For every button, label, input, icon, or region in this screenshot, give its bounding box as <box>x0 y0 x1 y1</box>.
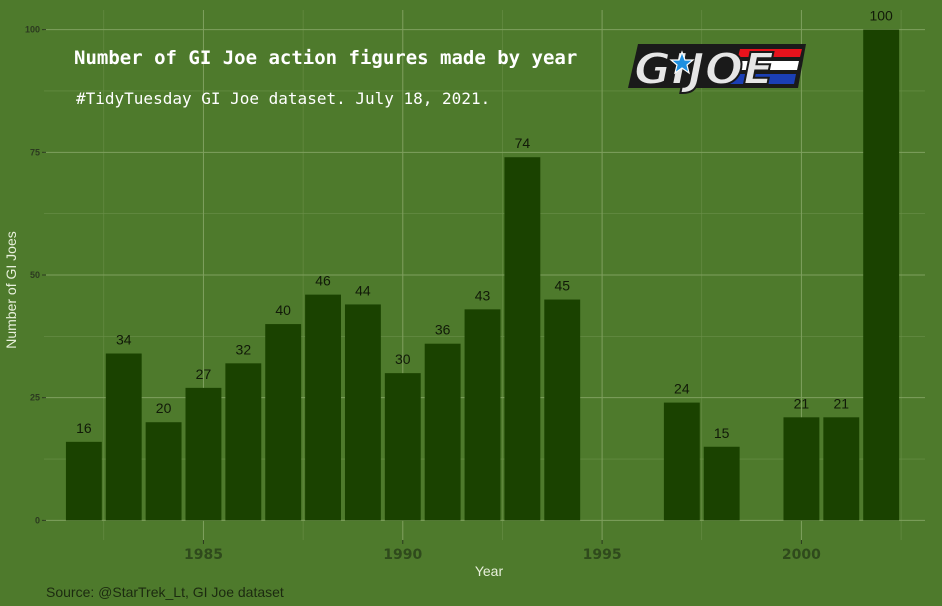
x-axis-label: Year <box>475 563 504 579</box>
bar-labels: 16 34 20 27 32 40 46 44 30 36 43 74 45 24 15 21 21 100 <box>76 8 893 441</box>
y-ticks: 0 25 50 75 100 <box>25 25 46 525</box>
chart-title: Number of GI Joe action figures made by … <box>74 47 577 69</box>
bar-value-label: 27 <box>196 366 212 382</box>
bars <box>65 29 900 521</box>
y-tick-label: 100 <box>25 25 40 35</box>
bar-value-label: 30 <box>395 351 411 367</box>
logo-wordmark: GIJOE <box>634 44 774 95</box>
bar <box>504 157 541 521</box>
bar-value-label: 36 <box>435 322 451 338</box>
bar <box>544 299 581 521</box>
bar-value-label: 34 <box>116 332 132 348</box>
bar <box>265 324 302 521</box>
bar-value-label: 46 <box>315 273 331 289</box>
bar-value-label: 45 <box>554 278 570 294</box>
gi-joe-logo: GIJOE <box>628 43 806 96</box>
bar <box>105 353 142 521</box>
y-tick-label: 0 <box>35 515 40 525</box>
bar-value-label: 21 <box>833 395 849 411</box>
bar <box>424 343 461 521</box>
y-tick-label: 75 <box>30 147 40 157</box>
bar <box>225 363 262 521</box>
x-tick-label: 1995 <box>583 547 622 563</box>
bar <box>344 304 381 521</box>
bar-value-label: 74 <box>515 135 531 151</box>
chart-subtitle: #TidyTuesday GI Joe dataset. July 18, 20… <box>76 89 490 108</box>
bar <box>464 309 501 521</box>
y-axis-label: Number of GI Joes <box>3 231 19 349</box>
bar <box>783 417 820 521</box>
logo-stripes <box>730 49 802 84</box>
bar-value-label: 16 <box>76 420 92 436</box>
y-tick-label: 50 <box>30 270 40 280</box>
y-tick-label: 25 <box>30 393 40 403</box>
bar-value-label: 15 <box>714 425 730 441</box>
bar <box>863 29 900 521</box>
bar-value-label: 21 <box>794 395 810 411</box>
bar-value-label: 20 <box>156 400 172 416</box>
x-tick-label: 1990 <box>383 547 422 563</box>
bar <box>384 373 421 521</box>
x-ticks: 1985 1990 1995 2000 <box>184 540 821 563</box>
bar-value-label: 43 <box>475 287 491 303</box>
bar-value-label: 32 <box>236 341 252 357</box>
x-tick-label: 1985 <box>184 547 223 563</box>
bar <box>65 441 102 521</box>
bar-value-label: 24 <box>674 381 690 397</box>
x-tick-label: 2000 <box>782 547 821 563</box>
chart-caption: Source: @StarTrek_Lt, GI Joe dataset <box>46 584 284 600</box>
bar-value-label: 44 <box>355 282 371 298</box>
bar <box>185 387 222 521</box>
bar <box>145 422 182 521</box>
bar-value-label: 40 <box>275 302 291 318</box>
bar <box>663 402 700 521</box>
bar-value-label: 100 <box>869 8 893 24</box>
star-icon <box>669 50 695 75</box>
bar <box>823 417 860 521</box>
bar <box>703 446 740 521</box>
bar <box>305 294 341 521</box>
